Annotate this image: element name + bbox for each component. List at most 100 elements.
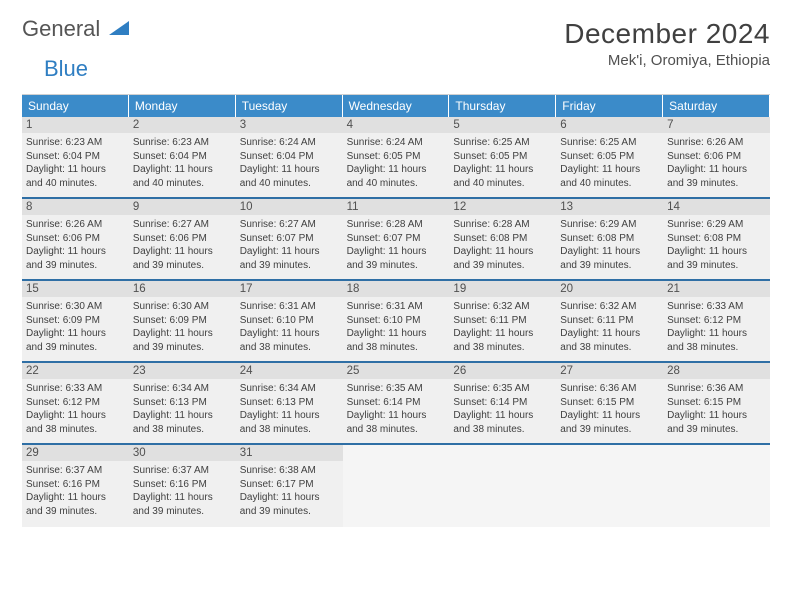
sunrise-line: Sunrise: 6:37 AM [133,464,232,478]
location-label: Mek'i, Oromiya, Ethiopia [564,52,770,69]
day-cell: 8Sunrise: 6:26 AMSunset: 6:06 PMDaylight… [22,199,129,281]
sunset-line: Sunset: 6:13 PM [240,396,339,410]
sunrise-line: Sunrise: 6:23 AM [133,136,232,150]
day-header-monday: Monday [129,95,236,117]
day-cell: 26Sunrise: 6:35 AMSunset: 6:14 PMDayligh… [449,363,556,445]
daylight-line: Daylight: 11 hours and 38 minutes. [453,327,552,354]
sunset-line: Sunset: 6:12 PM [26,396,125,410]
sunset-line: Sunset: 6:15 PM [667,396,766,410]
day-cell: 17 Sunrise: 6:31 AMSunset: 6:10 PMDayligh… [236,281,343,363]
logo-general: General [22,16,100,41]
day-body: Sunrise: 6:32 AMSunset: 6:11 PMDaylight:… [453,300,552,354]
day-body: Sunrise: 6:38 AMSunset: 6:17 PMDaylight:… [240,464,339,518]
sunset-line: Sunset: 6:05 PM [453,150,552,164]
sunset-line: Sunset: 6:14 PM [453,396,552,410]
sunset-line: Sunset: 6:08 PM [667,232,766,246]
sunset-line: Sunset: 6:09 PM [26,314,125,328]
sunrise-line: Sunrise: 6:32 AM [453,300,552,314]
day-cell: 15Sunrise: 6:30 AMSunset: 6:09 PMDayligh… [22,281,129,363]
day-number: 1 [22,117,129,133]
sunset-line: Sunset: 6:14 PM [347,396,446,410]
day-cell: 24Sunrise: 6:34 AMSunset: 6:13 PMDayligh… [236,363,343,445]
day-number: 25 [343,363,450,379]
daylight-line: Daylight: 11 hours and 40 minutes. [133,163,232,190]
day-body: Sunrise: 6:29 AMSunset: 6:08 PMDaylight:… [560,218,659,272]
day-cell: 11Sunrise: 6:28 AMSunset: 6:07 PMDayligh… [343,199,450,281]
daylight-line: Daylight: 11 hours and 39 minutes. [240,245,339,272]
sunset-line: Sunset: 6:17 PM [240,478,339,492]
day-cell: 12 Sunrise: 6:28 AMSunset: 6:08 PMDayligh… [449,199,556,281]
sunset-line: Sunset: 6:06 PM [667,150,766,164]
sunset-line: Sunset: 6:07 PM [240,232,339,246]
day-body: Sunrise: 6:35 AMSunset: 6:14 PMDaylight:… [453,382,552,436]
sunset-line: Sunset: 6:08 PM [453,232,552,246]
day-number: 16 [129,281,236,297]
daylight-line: Daylight: 11 hours and 39 minutes. [26,245,125,272]
sunrise-line: Sunrise: 6:34 AM [133,382,232,396]
day-number: 14 [663,199,770,215]
sunset-line: Sunset: 6:13 PM [133,396,232,410]
logo: General Blue [22,18,129,80]
sunrise-line: Sunrise: 6:27 AM [240,218,339,232]
day-cell: 28Sunrise: 6:36 AMSunset: 6:15 PMDayligh… [663,363,770,445]
sunrise-line: Sunrise: 6:36 AM [667,382,766,396]
day-body: Sunrise: 6:27 AMSunset: 6:06 PMDaylight:… [133,218,232,272]
daylight-line: Daylight: 11 hours and 39 minutes. [560,245,659,272]
day-body: Sunrise: 6:32 AMSunset: 6:11 PMDaylight:… [560,300,659,354]
sunrise-line: Sunrise: 6:26 AM [667,136,766,150]
day-cell [556,445,663,527]
sunrise-line: Sunrise: 6:30 AM [26,300,125,314]
day-cell: 25Sunrise: 6:35 AMSunset: 6:14 PMDayligh… [343,363,450,445]
day-number: 12 [449,199,556,215]
sunrise-line: Sunrise: 6:25 AM [560,136,659,150]
daylight-line: Daylight: 11 hours and 38 minutes. [453,409,552,436]
day-cell: 29Sunrise: 6:37 AMSunset: 6:16 PMDayligh… [22,445,129,527]
daylight-line: Daylight: 11 hours and 38 minutes. [560,327,659,354]
day-number: 4 [343,117,450,133]
day-body: Sunrise: 6:28 AMSunset: 6:08 PMDaylight:… [453,218,552,272]
sunrise-line: Sunrise: 6:35 AM [347,382,446,396]
header: General Blue December 2024 Mek'i, Oromiy… [22,18,770,80]
sunset-line: Sunset: 6:09 PM [133,314,232,328]
day-number: 30 [129,445,236,461]
day-body: Sunrise: 6:37 AMSunset: 6:16 PMDaylight:… [133,464,232,518]
daylight-line: Daylight: 11 hours and 40 minutes. [347,163,446,190]
day-cell: 1Sunrise: 6:23 AMSunset: 6:04 PMDaylight… [22,117,129,199]
sunrise-line: Sunrise: 6:25 AM [453,136,552,150]
logo-blue: Blue [44,58,88,80]
day-body: Sunrise: 6:29 AMSunset: 6:08 PMDaylight:… [667,218,766,272]
day-number: 17 [236,281,343,297]
sunrise-line: Sunrise: 6:24 AM [347,136,446,150]
day-body: Sunrise: 6:31 AMSunset: 6:10 PMDaylight:… [240,300,339,354]
daylight-line: Daylight: 11 hours and 39 minutes. [347,245,446,272]
day-number: 19 [449,281,556,297]
day-cell: 21Sunrise: 6:33 AMSunset: 6:12 PMDayligh… [663,281,770,363]
sunrise-line: Sunrise: 6:35 AM [453,382,552,396]
daylight-line: Daylight: 11 hours and 39 minutes. [667,245,766,272]
day-body: Sunrise: 6:34 AMSunset: 6:13 PMDaylight:… [133,382,232,436]
sunrise-line: Sunrise: 6:27 AM [133,218,232,232]
day-cell: 7Sunrise: 6:26 AMSunset: 6:06 PMDaylight… [663,117,770,199]
daylight-line: Daylight: 11 hours and 39 minutes. [26,491,125,518]
daylight-line: Daylight: 11 hours and 40 minutes. [240,163,339,190]
sunset-line: Sunset: 6:04 PM [240,150,339,164]
day-body: Sunrise: 6:26 AMSunset: 6:06 PMDaylight:… [667,136,766,190]
day-cell: 22Sunrise: 6:33 AMSunset: 6:12 PMDayligh… [22,363,129,445]
day-cell [343,445,450,527]
day-header-tuesday: Tuesday [236,95,343,117]
day-cell: 6Sunrise: 6:25 AMSunset: 6:05 PMDaylight… [556,117,663,199]
day-number: 9 [129,199,236,215]
day-number: 22 [22,363,129,379]
day-number: 15 [22,281,129,297]
day-cell: 16 Sunrise: 6:30 AMSunset: 6:09 PMDayligh… [129,281,236,363]
day-number: 5 [449,117,556,133]
day-body: Sunrise: 6:26 AMSunset: 6:06 PMDaylight:… [26,218,125,272]
title-block: December 2024 Mek'i, Oromiya, Ethiopia [564,18,770,69]
sunset-line: Sunset: 6:16 PM [26,478,125,492]
sunset-line: Sunset: 6:12 PM [667,314,766,328]
day-number: 11 [343,199,450,215]
day-body: Sunrise: 6:30 AMSunset: 6:09 PMDaylight:… [133,300,232,354]
day-cell: 30 Sunrise: 6:37 AMSunset: 6:16 PMDayligh… [129,445,236,527]
day-body: Sunrise: 6:33 AMSunset: 6:12 PMDaylight:… [667,300,766,354]
sunrise-line: Sunrise: 6:29 AM [560,218,659,232]
